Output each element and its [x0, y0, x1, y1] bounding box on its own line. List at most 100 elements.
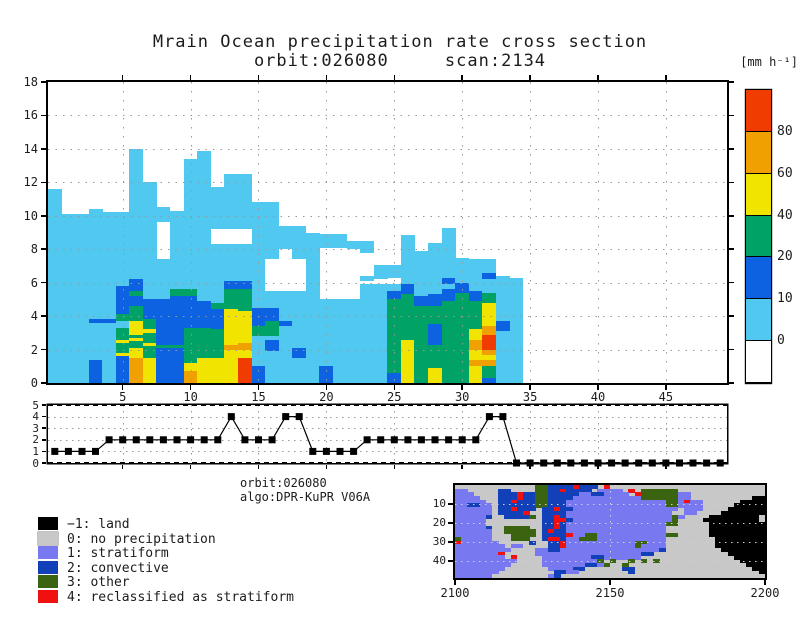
map-cell-s	[591, 525, 598, 530]
precip-cell	[441, 289, 456, 302]
precip-cell	[482, 366, 497, 378]
precip-cell	[129, 306, 144, 322]
map-cell-s	[696, 507, 704, 512]
map-cell-k	[740, 544, 747, 549]
map-cell-s	[467, 514, 474, 519]
map-cell-o	[665, 503, 673, 508]
precip-cell	[278, 321, 293, 327]
map-cell-s	[578, 522, 586, 527]
map-cell-c	[578, 484, 586, 489]
map-cell-k	[733, 522, 741, 527]
precip-cell	[468, 359, 483, 367]
map-cell-c	[516, 503, 524, 508]
strip-grid-h	[48, 428, 727, 430]
y-tick-label: 2	[30, 342, 38, 357]
rain-flag-marker	[200, 436, 208, 444]
map-cell-c	[554, 484, 561, 489]
map-cell-k	[752, 503, 759, 508]
map-cell-s	[634, 514, 642, 519]
map-cell-r	[554, 507, 561, 512]
map-cell-k	[752, 551, 759, 556]
x-tick-label: 40	[590, 390, 606, 404]
map-cell-o	[541, 503, 549, 508]
map-cell-s	[628, 536, 635, 541]
map-cell-s	[591, 499, 598, 504]
map-cell-s	[473, 551, 480, 556]
precip-cell	[482, 354, 497, 360]
colorbar-tick-label: 10	[777, 291, 793, 307]
strip-y-tick-label: 2	[32, 433, 39, 447]
strip-x-tick	[121, 465, 124, 469]
map-cell-k	[727, 548, 735, 553]
strip-x-tick	[257, 465, 260, 469]
map-cell-k	[758, 544, 766, 549]
map-cell-s	[659, 533, 666, 538]
map-cell-c	[566, 518, 573, 523]
map-cell-c	[547, 522, 555, 527]
map-cell-c	[510, 503, 518, 508]
precip-cell	[129, 357, 144, 383]
map-cell-o	[529, 514, 536, 519]
map-cell-s	[640, 529, 648, 534]
map-cell-s	[479, 499, 487, 504]
precip-cell	[129, 279, 144, 292]
map-cell-k	[740, 503, 747, 508]
map-cell-s	[572, 548, 580, 553]
map-cell-s	[454, 574, 462, 579]
precip-cell	[346, 299, 361, 383]
map-cell-c	[566, 495, 573, 501]
map-cell-c	[554, 499, 561, 504]
map-cell-o	[535, 484, 542, 489]
map-cell-k	[727, 507, 735, 512]
map-cell-k	[758, 525, 766, 530]
colorbar-tick-label: 0	[777, 333, 785, 349]
y-tick	[41, 281, 46, 284]
map-cell-c	[560, 525, 567, 530]
map-cell-s	[616, 492, 623, 497]
rain-flag-marker	[255, 436, 262, 444]
map-cell-s	[597, 544, 604, 549]
map-cell-s	[640, 533, 648, 538]
map-cell-c	[547, 514, 555, 519]
map-cell-o	[647, 495, 654, 501]
map-cell-s	[479, 522, 487, 527]
map-cell-s	[634, 529, 642, 534]
map-cell-s	[560, 548, 567, 553]
map-cell-c	[541, 525, 549, 530]
map-cell-s	[616, 510, 623, 515]
precip-cell	[509, 277, 524, 383]
colorbar-block	[746, 299, 771, 342]
map-cell-s	[485, 529, 493, 534]
precip-cell	[482, 326, 497, 335]
x-tick-top	[665, 75, 667, 80]
map-cell-s	[591, 503, 598, 508]
map-cell-s	[597, 548, 604, 553]
strip-x-tick	[665, 465, 667, 469]
map-cell-s	[640, 514, 648, 519]
map-cell-s	[647, 525, 654, 530]
strip-y-tick	[42, 450, 46, 453]
map-cell-s	[591, 522, 598, 527]
map-cell-s	[572, 510, 580, 515]
map-cell-k	[752, 525, 759, 530]
map-cell-s	[603, 536, 611, 541]
map-cell-c	[622, 566, 629, 571]
map-cell-s	[585, 507, 592, 512]
map-cell-k	[752, 518, 759, 523]
map-cell-k	[721, 548, 728, 553]
map-cell-k	[740, 514, 747, 519]
map-cell-s	[591, 510, 598, 515]
map-cell-k	[758, 503, 766, 508]
map-cell-c	[547, 533, 555, 538]
rain-flag-marker	[567, 459, 575, 467]
map-cell-s	[547, 566, 555, 571]
map-cell-k	[715, 514, 722, 519]
map-cell-s	[485, 551, 493, 556]
strip-grid-h	[48, 416, 727, 418]
map-cell-c	[541, 510, 549, 515]
map-cell-r	[560, 544, 567, 549]
map-cell-s	[585, 518, 592, 523]
map-cell-k	[746, 551, 753, 556]
precip-cell	[292, 225, 307, 260]
map-cell-s	[616, 551, 623, 556]
